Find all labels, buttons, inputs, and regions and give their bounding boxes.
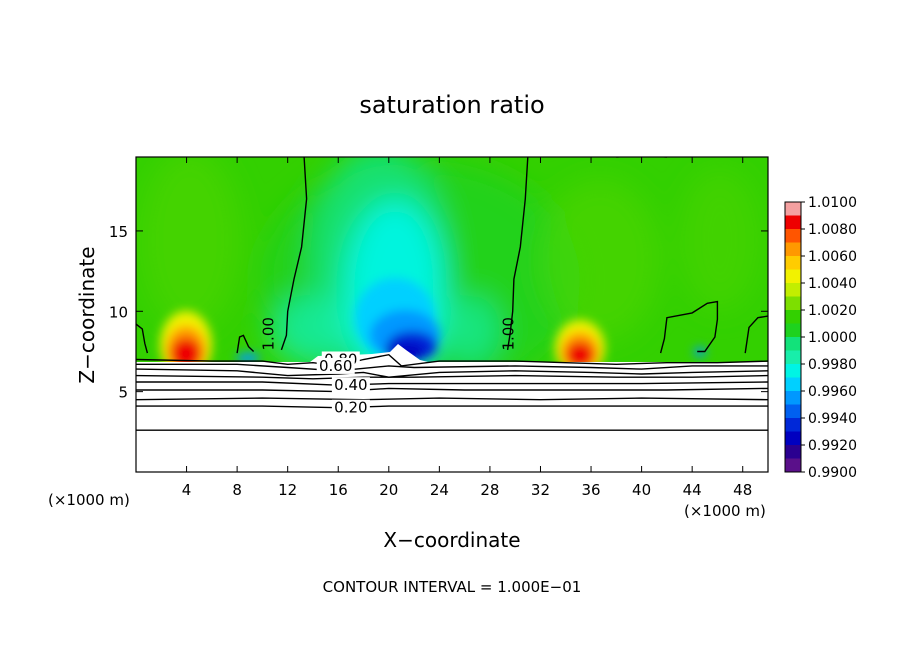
x-tick-label: 20 — [379, 481, 398, 499]
contour-line — [236, 334, 255, 354]
y-axis-label: Z−coordinate — [75, 246, 99, 383]
colorbar-label: 1.0020 — [808, 303, 857, 319]
colorbar-label: 1.0000 — [808, 330, 857, 346]
contour-label-background — [331, 399, 370, 416]
contour-lines — [136, 157, 768, 431]
y-tick-label: 5 — [118, 384, 128, 402]
colorbar-swatch — [785, 431, 801, 446]
colorbar-swatch — [785, 202, 801, 216]
contour-line — [280, 157, 308, 351]
below-field-white — [136, 362, 768, 472]
contour-line — [136, 363, 768, 372]
x-tick-label: 36 — [581, 481, 600, 499]
colorbar-swatch — [785, 242, 801, 257]
contour-label: 1.00 — [259, 317, 277, 350]
contour-line — [136, 374, 768, 380]
colorbar-swatch — [785, 310, 801, 324]
contour-label: 0.60 — [319, 357, 352, 375]
contour-interval-note: CONTOUR INTERVAL = 1.000E−01 — [323, 578, 582, 596]
contour-label-background — [316, 357, 355, 374]
x-axis-ticks: 4 8 12 16 20 24 28 32 36 40 44 48 — [182, 157, 752, 499]
y-axis-ticks: 5 10 15 — [109, 223, 768, 402]
colorbar-swatch — [785, 256, 801, 270]
colorbar-swatch — [785, 404, 801, 419]
x-tick-label: 32 — [531, 481, 550, 499]
x-tick-label: 12 — [278, 481, 297, 499]
contour-line — [506, 157, 529, 351]
colorbar-swatch — [785, 418, 801, 432]
colorbar-label: 0.9960 — [808, 384, 857, 400]
plot-frame — [135, 156, 769, 473]
colorbar-label: 0.9900 — [808, 465, 857, 481]
colorbar-swatch — [785, 350, 801, 365]
x-tick-label: 24 — [430, 481, 449, 499]
x-tick-label: 8 — [232, 481, 242, 499]
colorbar-label: 1.0040 — [808, 276, 857, 292]
colorbar-label: 0.9920 — [808, 438, 857, 454]
colorbar-swatch — [785, 229, 801, 243]
colorbar-swatch — [785, 458, 801, 473]
contour-label: 0.20 — [334, 399, 367, 417]
contour-label-background — [331, 377, 370, 394]
contour-labels: 1.001.000.800.600.400.20 — [259, 317, 517, 417]
x-tick-label: 16 — [329, 481, 348, 499]
x-axis-units-left: (×1000 m) — [48, 491, 130, 509]
contour-line — [136, 381, 768, 386]
x-tick-label: 48 — [733, 481, 752, 499]
colorbar-swatch — [785, 215, 801, 230]
colorbar-label: 1.0080 — [808, 222, 857, 238]
colorbar-swatch — [785, 377, 801, 392]
colorbar-swatch — [785, 445, 801, 459]
y-tick-label: 15 — [109, 223, 128, 241]
contour-line — [744, 315, 768, 354]
colorbar-label: 0.9940 — [808, 411, 857, 427]
chart-title: saturation ratio — [359, 91, 544, 119]
y-tick-label: 10 — [109, 303, 128, 321]
colorbar-label: 0.9980 — [808, 357, 857, 373]
plot-area: 1.001.000.800.600.400.20 — [136, 157, 768, 472]
contour-label: 0.40 — [334, 376, 367, 394]
colorbar-swatch — [785, 296, 801, 311]
contour-line — [136, 397, 768, 401]
contour-line — [136, 323, 149, 354]
contour-line — [136, 368, 768, 378]
contour-line — [659, 300, 719, 354]
colorbar: 1.0100 1.0080 1.0060 1.0040 1.0020 1.0000 0.99… — [784, 195, 857, 481]
colorbar-swatch — [785, 283, 801, 297]
x-tick-label: 4 — [182, 481, 192, 499]
x-axis-label: X−coordinate — [383, 528, 520, 552]
colorbar-label: 1.0060 — [808, 249, 857, 265]
x-tick-label: 44 — [683, 481, 702, 499]
contour-label: 1.00 — [500, 317, 518, 350]
contour-line — [136, 353, 768, 367]
colorbar-swatch — [785, 391, 801, 405]
x-tick-label: 28 — [480, 481, 499, 499]
colorbar-swatch — [785, 323, 801, 338]
colorbar-swatch — [785, 364, 801, 378]
colorbar-swatch — [785, 337, 801, 351]
colorbar-swatch — [785, 269, 801, 284]
x-tick-label: 40 — [632, 481, 651, 499]
x-axis-units-right: (×1000 m) — [684, 502, 766, 520]
colorbar-label: 1.0100 — [808, 195, 857, 211]
contour-line — [136, 405, 768, 409]
contour-line — [136, 387, 768, 393]
